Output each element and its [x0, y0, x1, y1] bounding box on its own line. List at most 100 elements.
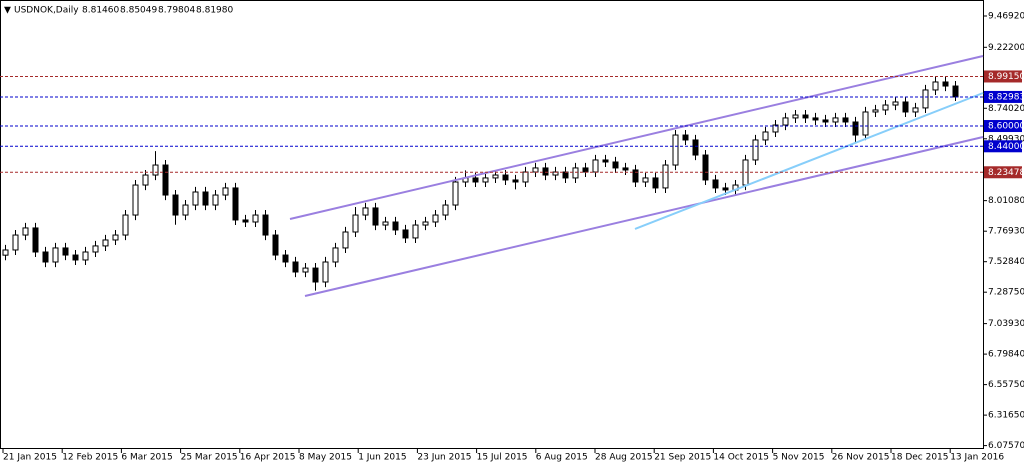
candle-body: [2, 249, 9, 256]
candle-body: [302, 267, 309, 273]
channel-lower: [304, 136, 984, 297]
candle-body: [212, 194, 219, 206]
candle-body: [482, 177, 489, 183]
quote-low: 8.79804: [158, 6, 195, 16]
x-tick-label: 8 May 2015: [299, 453, 352, 463]
candle-body: [792, 114, 799, 119]
y-tick-label: 7.52840: [988, 257, 1024, 267]
candle-body: [922, 89, 929, 109]
candle-body: [592, 159, 599, 173]
candle-body: [152, 164, 159, 176]
candle-body: [952, 85, 959, 98]
candle-body: [102, 239, 109, 247]
y-tick-label: 6.79840: [988, 350, 1024, 360]
level-label: 8.60000: [988, 122, 1024, 132]
candle-body: [112, 234, 119, 241]
candle-body: [712, 179, 719, 189]
level-label: 8.82983: [988, 92, 1024, 102]
candle-body: [382, 221, 389, 226]
candle-body: [692, 139, 699, 156]
candle-body: [522, 171, 529, 183]
candle-body: [812, 117, 819, 121]
x-tick-label: 25 Mar 2015: [181, 453, 238, 463]
candle-body: [632, 169, 639, 183]
y-tick-label: 9.46920: [988, 12, 1024, 22]
candle-body: [602, 159, 609, 163]
y-tick-label: 8.01080: [988, 196, 1024, 206]
candle-body: [442, 204, 449, 216]
candle-body: [92, 245, 99, 253]
candle-body: [722, 187, 729, 191]
candle-body: [372, 207, 379, 226]
candle-body: [762, 131, 769, 141]
level-label-box: [984, 140, 1022, 153]
candle-body: [192, 191, 199, 206]
x-tick-label: 5 Nov 2015: [773, 453, 825, 463]
y-tick-label: 7.28750: [988, 288, 1024, 298]
candle-body: [872, 109, 879, 113]
candle-body: [342, 231, 349, 249]
x-tick-label: 21 Jan 2015: [3, 453, 57, 463]
x-tick-label: 13 Jan 2016: [950, 453, 1004, 463]
x-tick-label: 23 Jun 2015: [417, 453, 471, 463]
candle-body: [142, 174, 149, 186]
y-tick-label: 6.07570: [988, 441, 1024, 451]
candle-body: [232, 187, 239, 221]
symbol: USDNOK,Daily: [14, 6, 79, 16]
candle-body: [182, 204, 189, 216]
candle-body: [892, 101, 899, 106]
y-tick-label: 7.03930: [988, 319, 1024, 329]
level-label-box: [984, 166, 1022, 179]
x-tick-label: 28 Aug 2015: [595, 453, 653, 463]
candle-body: [122, 214, 129, 236]
candle-body: [782, 117, 789, 126]
candle-body: [702, 154, 709, 181]
candle-body: [672, 134, 679, 166]
y-tick-label: 8.49930: [988, 134, 1024, 144]
x-tick-label: 16 Apr 2015: [240, 453, 296, 463]
candle-body: [472, 177, 479, 183]
level-label: 8.99150: [988, 72, 1024, 82]
menu-arrow: ▼: [4, 6, 11, 16]
candle-body: [242, 219, 249, 223]
candle-body: [772, 124, 779, 133]
candle-body: [32, 227, 39, 253]
candle-body: [612, 161, 619, 169]
candle-body: [562, 171, 569, 179]
candle-body: [52, 247, 59, 263]
x-tick-label: 21 Sep 2015: [654, 453, 711, 463]
candle-body: [492, 174, 499, 179]
candle-body: [162, 164, 169, 196]
candle-body: [852, 121, 859, 136]
x-tick-label: 6 Mar 2015: [121, 453, 172, 463]
candle-body: [412, 224, 419, 239]
channel-upper: [289, 55, 984, 220]
candle-body: [292, 261, 299, 273]
candle-body: [542, 167, 549, 176]
x-tick-label: 18 Dec 2015: [891, 453, 949, 463]
candle-body: [172, 194, 179, 216]
y-tick-label: 8.74020: [988, 104, 1024, 114]
candle-body: [622, 167, 629, 171]
candle-body: [252, 214, 259, 223]
candle-body: [392, 221, 399, 231]
plot-frame: [0, 0, 984, 449]
candle-body: [882, 104, 889, 111]
candle-body: [132, 184, 139, 216]
x-tick-label: 15 Jul 2015: [477, 453, 528, 463]
level-label-box: [984, 90, 1022, 103]
candle-body: [352, 214, 359, 233]
level-label: 8.23478: [988, 168, 1024, 178]
x-tick-label: 6 Aug 2015: [536, 453, 588, 463]
candle-body: [432, 214, 439, 223]
candle-body: [502, 174, 509, 181]
candle-body: [222, 187, 229, 196]
level-label: 8.44000: [988, 142, 1024, 152]
y-tick-label: 6.55750: [988, 380, 1024, 390]
candle-body: [272, 234, 279, 256]
candle-body: [662, 164, 669, 189]
candle-body: [322, 261, 329, 283]
candle-body: [902, 101, 909, 113]
candle-body: [832, 117, 839, 123]
x-tick-label: 14 Oct 2015: [713, 453, 769, 463]
